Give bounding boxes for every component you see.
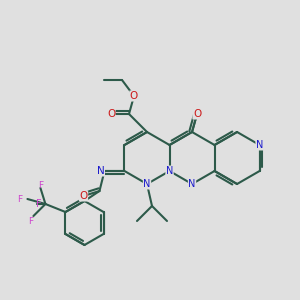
Text: N: N — [188, 179, 196, 189]
Text: O: O — [80, 191, 88, 201]
Text: F: F — [17, 194, 22, 203]
Text: O: O — [130, 91, 138, 101]
Text: F: F — [36, 199, 41, 209]
Text: N: N — [256, 140, 263, 150]
Text: O: O — [107, 109, 115, 119]
Text: F: F — [38, 181, 43, 190]
Text: N: N — [166, 166, 173, 176]
Text: N: N — [97, 166, 104, 176]
Text: N: N — [143, 179, 151, 189]
Text: F: F — [28, 218, 33, 226]
Text: O: O — [193, 109, 201, 119]
